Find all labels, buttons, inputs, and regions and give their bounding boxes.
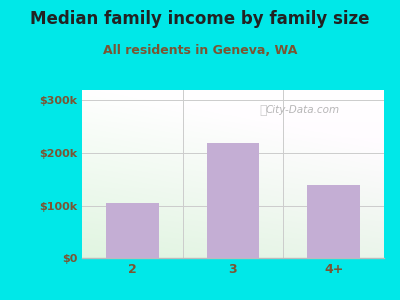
Text: Ⓢ: Ⓢ (260, 104, 267, 117)
Text: City-Data.com: City-Data.com (265, 105, 340, 115)
Text: All residents in Geneva, WA: All residents in Geneva, WA (103, 44, 297, 56)
Bar (106, 203, 158, 258)
Bar (308, 184, 360, 258)
Bar (207, 142, 259, 258)
Text: Median family income by family size: Median family income by family size (30, 11, 370, 28)
